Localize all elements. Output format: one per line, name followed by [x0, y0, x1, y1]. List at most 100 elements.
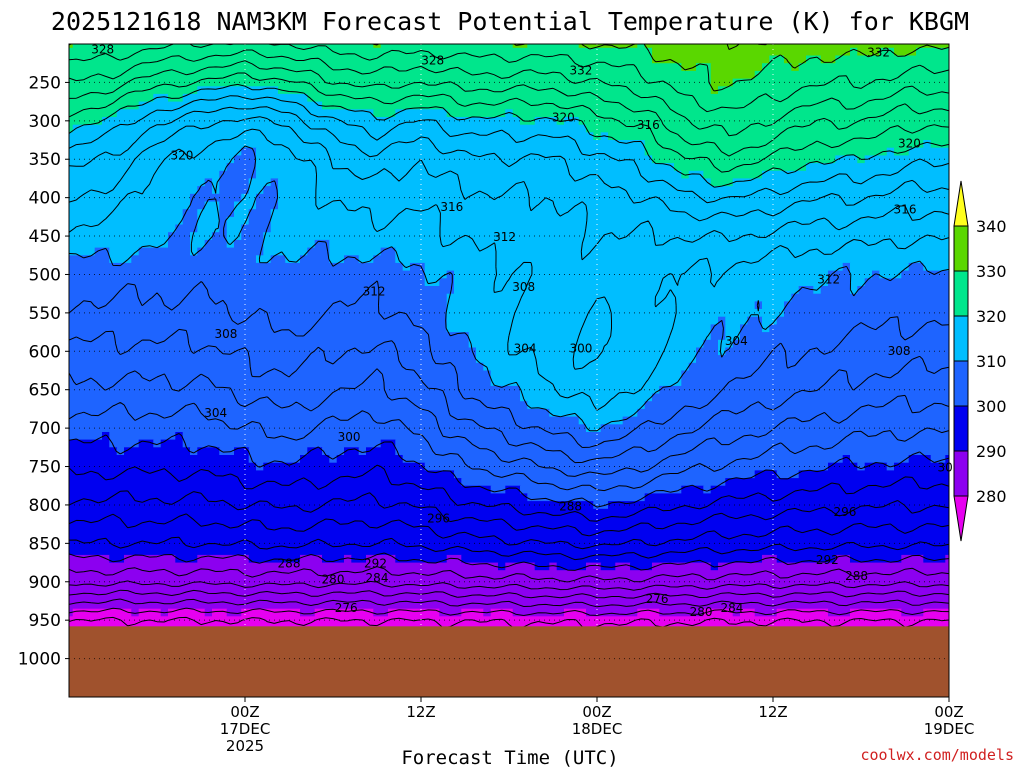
theta-band-cell	[688, 362, 949, 372]
theta-band-cell	[69, 439, 111, 449]
contour-line	[69, 328, 949, 464]
theta-band-cell	[270, 209, 949, 218]
theta-band-cell	[762, 170, 949, 180]
theta-band-cell	[190, 193, 243, 203]
theta-band-cell	[69, 347, 477, 356]
theta-band-cell	[718, 347, 727, 356]
contour-label: 308	[214, 327, 237, 341]
theta-band-cell	[864, 278, 949, 287]
contour-label: 292	[816, 553, 839, 567]
theta-band-cell	[652, 562, 712, 572]
theta-band-cell	[322, 554, 345, 564]
theta-band-cell	[732, 78, 949, 88]
x-tick-label: 19DEC	[924, 720, 975, 738]
plot-area	[69, 44, 949, 697]
contour-label: 304	[725, 334, 748, 348]
theta-band-cell	[138, 247, 191, 257]
theta-band-cell	[380, 439, 397, 449]
colorbar-label: 330	[976, 262, 1007, 281]
theta-band-cell	[828, 462, 859, 472]
theta-band-cell	[696, 347, 719, 356]
theta-band-cell	[520, 385, 661, 395]
contour-line	[69, 607, 949, 616]
contour-label: 296	[833, 505, 856, 519]
theta-band-cell	[894, 47, 917, 57]
theta-band-cell	[703, 485, 712, 495]
theta-band-cell	[69, 478, 463, 487]
contour-line	[69, 60, 949, 157]
theta-band-cell	[278, 178, 712, 187]
theta-band-cell	[69, 370, 492, 379]
theta-band-cell	[637, 44, 646, 49]
colorbar-label: 290	[976, 442, 1007, 461]
y-tick-label: 600	[29, 342, 61, 362]
theta-band-cell	[182, 216, 199, 226]
theta-band-cell	[219, 186, 250, 195]
theta-band-cell	[307, 447, 323, 456]
theta-band-cell	[615, 562, 631, 572]
theta-band-cell	[69, 332, 470, 341]
contour-line	[69, 513, 949, 550]
theta-band-cell	[219, 209, 235, 218]
theta-band-cell	[674, 163, 807, 172]
theta-band-cell	[512, 109, 949, 118]
theta-band-cell	[806, 163, 949, 172]
theta-band-cell	[270, 216, 949, 226]
contour-label: 304	[204, 406, 227, 420]
contour-line	[69, 580, 949, 591]
theta-band-cell	[69, 47, 653, 57]
ground-fill	[69, 626, 949, 697]
theta-band-cell	[69, 262, 404, 272]
theta-band-cell	[175, 554, 199, 564]
theta-band-cell	[791, 293, 949, 303]
theta-band-cell	[248, 209, 272, 218]
theta-band-cell	[681, 63, 697, 72]
theta-band-cell	[197, 247, 265, 257]
theta-band-cell	[256, 170, 683, 180]
theta-band-cell	[776, 608, 829, 618]
theta-band-cell	[710, 78, 734, 88]
theta-band-cell	[681, 370, 949, 379]
theta-band-cell	[190, 239, 206, 249]
theta-band-cell	[439, 608, 463, 618]
theta-band-cell	[725, 316, 749, 326]
theta-band-cell	[586, 562, 602, 572]
theta-band-cell	[69, 101, 140, 111]
theta-band-cell	[358, 447, 367, 456]
theta-band-cell	[256, 255, 272, 264]
theta-band-cell	[69, 401, 529, 410]
theta-band-cell	[69, 247, 96, 257]
theta-band-cell	[644, 147, 888, 157]
theta-band-cell	[69, 132, 595, 141]
theta-band-cell	[806, 55, 822, 64]
contour-line	[69, 536, 949, 561]
theta-band-cell	[373, 255, 397, 264]
theta-band-cell	[527, 493, 646, 502]
theta-band-cell	[175, 224, 199, 233]
theta-band-cell	[241, 608, 301, 618]
theta-band-cell	[380, 247, 397, 257]
theta-band-cell	[329, 239, 949, 249]
theta-band-cell	[248, 186, 265, 195]
theta-band-cell	[300, 255, 331, 264]
theta-band-cell	[69, 216, 184, 226]
contour-line	[69, 566, 949, 583]
theta-band-cell	[219, 201, 235, 210]
theta-band-cell	[124, 447, 191, 456]
theta-band-cell	[219, 178, 250, 187]
theta-band-cell	[69, 355, 477, 364]
theta-band-cell	[762, 301, 785, 310]
theta-band-cell	[762, 316, 778, 326]
theta-band-cell	[608, 501, 949, 510]
theta-band-cell	[586, 424, 602, 433]
theta-band-cell	[395, 255, 949, 264]
theta-band-cell	[344, 255, 360, 264]
y-tick-label: 900	[29, 573, 61, 593]
theta-band-cell	[637, 408, 949, 418]
y-axis: 250 300 350 400 450 500 550 600 650 700 750 800 850 9…	[18, 73, 69, 670]
contour-label: 300	[569, 342, 592, 356]
contour-line	[69, 116, 949, 370]
contour-line	[69, 552, 949, 571]
theta-band-cell	[644, 401, 949, 410]
